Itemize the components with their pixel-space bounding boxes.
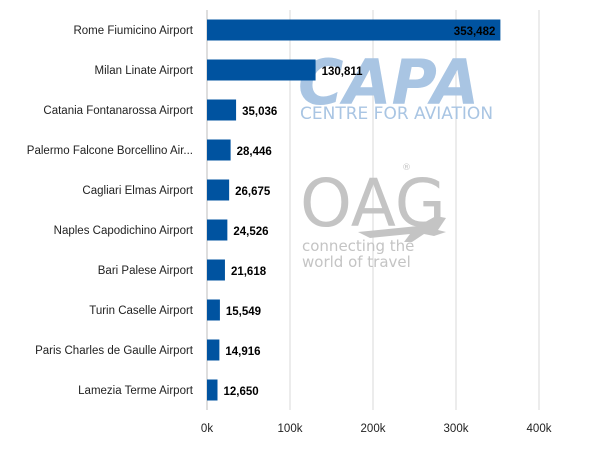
x-tick-label: 100k (278, 423, 303, 435)
bar (207, 139, 231, 161)
value-label: 353,482 (454, 26, 496, 38)
bar (207, 19, 501, 41)
oag-tagline-line2: world of travel (302, 253, 411, 271)
x-tick-label: 200k (361, 423, 386, 435)
airplane-icon (358, 216, 446, 242)
value-label: 130,811 (322, 66, 364, 78)
value-label: 35,036 (242, 106, 277, 118)
value-label: 12,650 (223, 386, 258, 398)
capa-logo: CAPA (298, 46, 479, 119)
capa-subtitle: CENTRE FOR AVIATION (300, 104, 493, 124)
x-tick-label: 0k (201, 423, 213, 435)
category-label: Cagliari Elmas Airport (82, 185, 193, 197)
value-label: 14,916 (225, 346, 260, 358)
category-label: Bari Palese Airport (98, 265, 194, 277)
bar (207, 179, 230, 201)
bar (207, 259, 225, 281)
value-label: 15,549 (226, 306, 261, 318)
bar (207, 219, 228, 241)
x-tick-label: 400k (527, 423, 552, 435)
value-label: 24,526 (233, 226, 268, 238)
x-tick-label: 300k (444, 423, 469, 435)
x-axis-tick-labels: 0k 100k 200k 300k 400k (201, 423, 552, 435)
category-label: Milan Linate Airport (95, 65, 194, 77)
category-label: Catania Fontanarossa Airport (43, 105, 193, 117)
category-label: Naples Capodichino Airport (54, 225, 194, 237)
value-label: 21,618 (231, 266, 267, 278)
value-label: 28,446 (237, 146, 272, 158)
bar (207, 99, 237, 121)
bar (207, 339, 220, 361)
category-label: Palermo Falcone Borcellino Air... (27, 145, 193, 157)
category-label: Paris Charles de Gaulle Airport (35, 345, 194, 357)
watermark-logos: CAPA CENTRE FOR AVIATION OAG ® connectin… (298, 46, 493, 271)
bars (207, 19, 501, 401)
category-labels: Rome Fiumicino Airport Milan Linate Airpo… (27, 25, 194, 397)
category-label: Rome Fiumicino Airport (73, 25, 193, 37)
value-labels: 353,482 130,811 35,036 28,446 26,675 24,526 21… (223, 26, 495, 398)
registered-mark-icon: ® (402, 163, 411, 173)
category-label: Turin Caselle Airport (89, 305, 194, 317)
value-label: 26,675 (235, 186, 271, 198)
bar (207, 299, 220, 321)
bar (207, 59, 316, 81)
bar (207, 379, 218, 401)
category-label: Lamezia Terme Airport (78, 385, 194, 397)
oag-tagline-line1: connecting the (302, 237, 414, 255)
